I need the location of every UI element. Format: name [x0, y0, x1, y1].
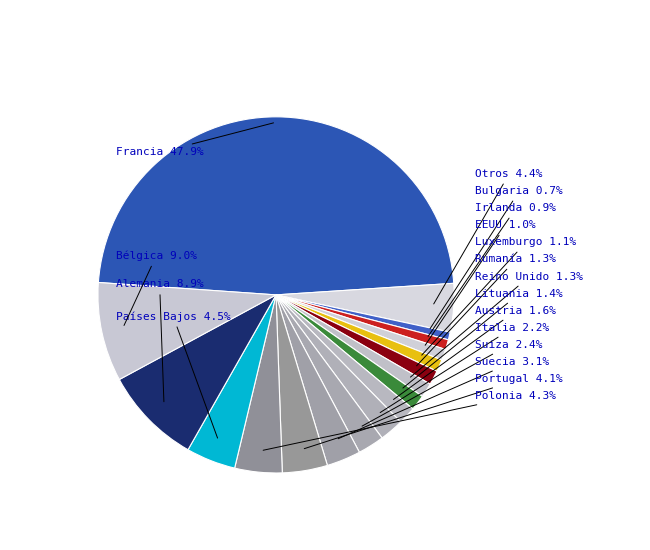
Wedge shape	[98, 283, 276, 379]
Text: Reino Unido 1.3%: Reino Unido 1.3%	[410, 272, 584, 377]
Text: Lituania 1.4%: Lituania 1.4%	[403, 289, 564, 388]
Text: Países Bajos 4.5%: Países Bajos 4.5%	[116, 311, 231, 438]
Wedge shape	[98, 117, 454, 295]
Wedge shape	[276, 295, 450, 340]
Text: Luxemburgo 1.1%: Luxemburgo 1.1%	[422, 237, 577, 355]
Text: Portugal 4.1%: Portugal 4.1%	[304, 375, 564, 449]
Wedge shape	[276, 295, 437, 384]
Wedge shape	[276, 283, 454, 332]
Text: Bélgica 9.0%: Bélgica 9.0%	[116, 250, 197, 326]
Text: Otros 4.4%: Otros 4.4%	[434, 169, 543, 304]
Wedge shape	[276, 295, 401, 438]
Text: Francia 47.9%: Francia 47.9%	[116, 123, 274, 157]
Text: Rumanía 1.3%: Rumanía 1.3%	[417, 255, 556, 366]
Text: Austria 1.6%: Austria 1.6%	[393, 306, 556, 399]
Wedge shape	[276, 295, 430, 397]
Wedge shape	[188, 295, 276, 468]
Wedge shape	[276, 295, 328, 473]
Wedge shape	[276, 295, 413, 422]
Wedge shape	[235, 295, 282, 473]
Wedge shape	[276, 295, 448, 349]
Text: http://www.foro-ciudad.com: http://www.foro-ciudad.com	[468, 532, 630, 543]
Text: Alemania 8.9%: Alemania 8.9%	[116, 279, 203, 401]
Text: Polonia 4.3%: Polonia 4.3%	[263, 392, 556, 450]
Text: Errenteria - Turistas extranjeros según país - Julio de 2024: Errenteria - Turistas extranjeros según …	[62, 15, 588, 31]
Text: Suiza 2.4%: Suiza 2.4%	[362, 340, 543, 426]
Text: Bulgaria 0.7%: Bulgaria 0.7%	[430, 186, 564, 329]
Wedge shape	[276, 295, 359, 465]
Text: Irlanda 0.9%: Irlanda 0.9%	[428, 203, 556, 337]
Wedge shape	[276, 295, 422, 409]
Wedge shape	[276, 295, 382, 452]
Wedge shape	[276, 295, 445, 360]
Text: EEUU 1.0%: EEUU 1.0%	[425, 220, 536, 345]
Wedge shape	[276, 295, 442, 371]
Wedge shape	[120, 295, 276, 450]
Text: Suecia 3.1%: Suecia 3.1%	[338, 357, 550, 439]
Text: Italia 2.2%: Italia 2.2%	[380, 323, 550, 412]
